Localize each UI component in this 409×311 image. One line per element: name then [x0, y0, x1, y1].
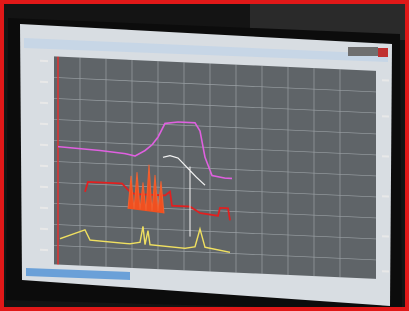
photo [0, 0, 409, 311]
page [0, 0, 409, 311]
plot [40, 56, 389, 280]
window-buttons [348, 47, 378, 56]
close-button [378, 48, 388, 57]
